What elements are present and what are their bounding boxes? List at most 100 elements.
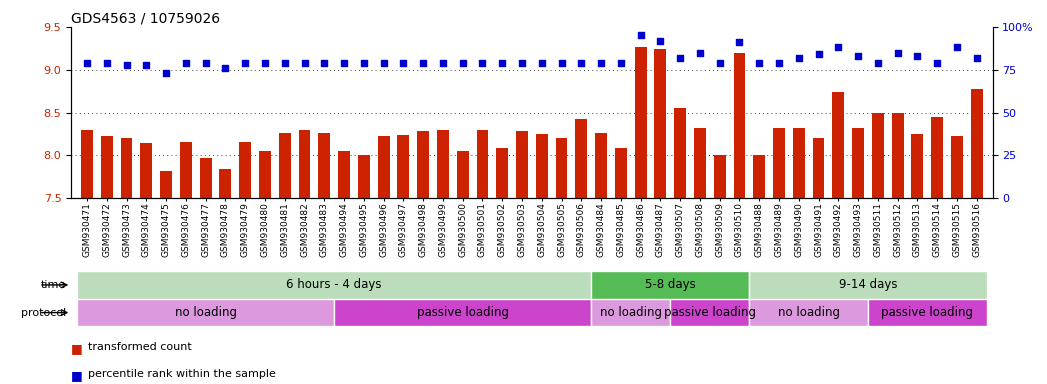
Text: no loading: no loading — [600, 306, 662, 319]
Bar — [951, 136, 963, 198]
Text: passive loading: passive loading — [417, 306, 509, 319]
Point — [375, 60, 392, 66]
Bar — [180, 142, 192, 198]
Bar — [892, 113, 904, 198]
Text: 9-14 days: 9-14 days — [839, 278, 897, 291]
Point — [929, 60, 945, 66]
Point — [494, 60, 511, 66]
Bar — [576, 119, 587, 198]
Point — [197, 60, 214, 66]
Text: ■: ■ — [71, 369, 87, 382]
Bar — [318, 133, 330, 198]
Bar — [220, 169, 231, 198]
Point — [672, 55, 689, 61]
Bar — [101, 136, 113, 198]
Bar — [81, 130, 93, 198]
Bar — [279, 133, 291, 198]
Bar — [536, 134, 548, 198]
Text: protocol: protocol — [21, 308, 66, 318]
Text: percentile rank within the sample: percentile rank within the sample — [88, 369, 275, 379]
Bar — [556, 138, 567, 198]
Point — [949, 45, 965, 51]
Point — [355, 60, 372, 66]
Bar — [592, 299, 670, 326]
Text: passive loading: passive loading — [882, 306, 974, 319]
Bar — [456, 151, 469, 198]
Bar — [872, 113, 884, 198]
Point — [573, 60, 589, 66]
Point — [435, 60, 451, 66]
Point — [593, 60, 609, 66]
Point — [771, 60, 787, 66]
Point — [751, 60, 767, 66]
Text: no loading: no loading — [778, 306, 840, 319]
Bar — [868, 299, 986, 326]
Text: ■: ■ — [71, 342, 87, 355]
Bar — [832, 92, 844, 198]
Bar — [259, 151, 271, 198]
Point — [138, 61, 155, 68]
Point — [553, 60, 570, 66]
Bar — [714, 156, 726, 198]
Bar — [140, 143, 152, 198]
Text: no loading: no loading — [175, 306, 237, 319]
Point — [909, 53, 926, 59]
Point — [79, 60, 95, 66]
Bar — [595, 133, 607, 198]
Bar — [592, 271, 750, 299]
Bar — [516, 131, 528, 198]
Bar — [912, 134, 923, 198]
Bar — [852, 128, 864, 198]
Bar — [338, 151, 350, 198]
Bar — [674, 108, 686, 198]
Point — [336, 60, 353, 66]
Bar — [496, 149, 508, 198]
Point — [889, 50, 906, 56]
Bar — [417, 131, 429, 198]
Bar — [160, 171, 172, 198]
Bar — [812, 138, 824, 198]
Text: 6 hours - 4 days: 6 hours - 4 days — [287, 278, 382, 291]
Point — [257, 60, 273, 66]
Bar — [754, 156, 765, 198]
Point — [830, 45, 847, 51]
Bar — [670, 299, 750, 326]
Bar — [398, 135, 409, 198]
Text: 5-8 days: 5-8 days — [645, 278, 695, 291]
Bar — [634, 46, 647, 198]
Point — [237, 60, 253, 66]
Point — [415, 60, 431, 66]
Point — [810, 51, 827, 57]
Bar — [694, 128, 706, 198]
Bar — [793, 128, 805, 198]
Point — [968, 55, 985, 61]
Point — [711, 60, 728, 66]
Point — [692, 50, 709, 56]
Bar — [298, 130, 310, 198]
Point — [474, 60, 491, 66]
Point — [118, 61, 135, 68]
Point — [632, 32, 649, 38]
Point — [98, 60, 115, 66]
Bar — [77, 299, 334, 326]
Text: passive loading: passive loading — [664, 306, 756, 319]
Bar — [654, 49, 666, 198]
Point — [316, 60, 333, 66]
Bar — [334, 299, 592, 326]
Point — [217, 65, 233, 71]
Point — [454, 60, 471, 66]
Bar — [240, 142, 251, 198]
Bar — [378, 136, 389, 198]
Bar — [120, 138, 133, 198]
Point — [296, 60, 313, 66]
Bar — [734, 53, 745, 198]
Bar — [931, 117, 943, 198]
Point — [869, 60, 886, 66]
Bar — [971, 89, 983, 198]
Bar — [615, 149, 627, 198]
Bar — [750, 271, 986, 299]
Point — [652, 38, 669, 44]
Bar — [476, 130, 488, 198]
Text: transformed count: transformed count — [88, 342, 192, 352]
Point — [514, 60, 531, 66]
